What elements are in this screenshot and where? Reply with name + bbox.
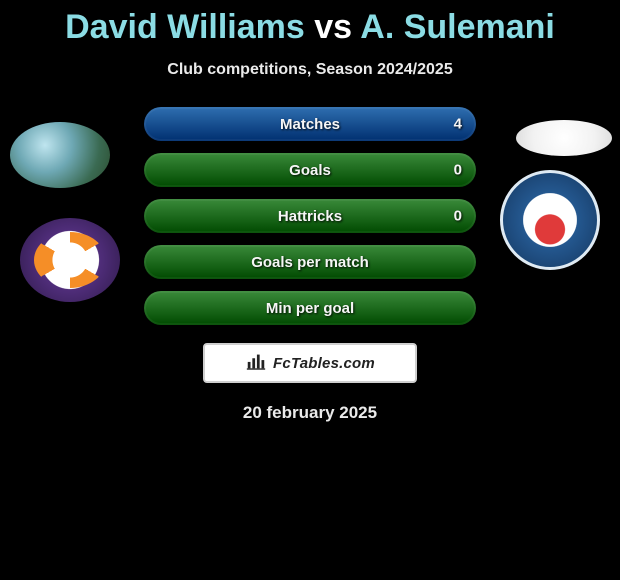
stat-label: Matches — [280, 116, 340, 133]
stat-label: Goals per match — [251, 254, 369, 271]
subtitle: Club competitions, Season 2024/2025 — [0, 61, 620, 79]
player2-name: A. Sulemani — [360, 8, 555, 46]
stat-value-right: 0 — [454, 162, 462, 179]
player1-name: David Williams — [65, 8, 305, 46]
stat-label: Min per goal — [266, 300, 354, 317]
date-text: 20 february 2025 — [0, 403, 620, 423]
stat-row: Goals per match — [144, 245, 476, 279]
brand-badge: FcTables.com — [203, 343, 417, 383]
bar-chart-icon — [245, 350, 267, 377]
player-right-photo — [516, 120, 612, 156]
stat-value-right: 4 — [454, 116, 462, 133]
club-left-crest — [20, 218, 120, 302]
player-left-photo — [10, 122, 110, 188]
stat-row: Matches 4 — [144, 107, 476, 141]
vs-separator: vs — [314, 8, 352, 46]
comparison-title: David Williams vs A. Sulemani — [0, 0, 620, 47]
brand-text: FcTables.com — [273, 355, 375, 372]
stat-label: Goals — [289, 162, 331, 179]
stat-row: Hattricks 0 — [144, 199, 476, 233]
stat-value-right: 0 — [454, 208, 462, 225]
stat-row: Goals 0 — [144, 153, 476, 187]
stat-row: Min per goal — [144, 291, 476, 325]
club-right-crest — [500, 170, 600, 270]
stat-label: Hattricks — [278, 208, 342, 225]
